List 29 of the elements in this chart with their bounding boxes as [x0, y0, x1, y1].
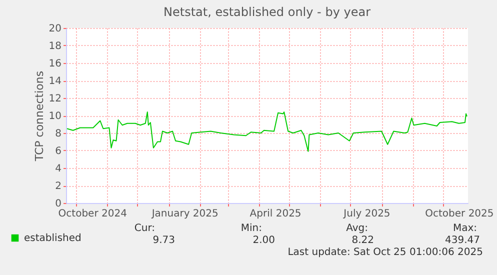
line-series: [66, 112, 468, 152]
y-tick-label: 20: [48, 24, 62, 34]
x-tick-label: October 2025: [425, 208, 494, 220]
text: 9.73: [152, 235, 175, 246]
y-tick-label: 14: [48, 76, 62, 87]
x-tick-label: October 2024: [58, 208, 127, 220]
text: 8.22: [352, 235, 374, 246]
x-tick-label: April 2025: [250, 208, 302, 220]
y-tick-label: 2: [55, 181, 62, 192]
text: Max:: [452, 223, 477, 234]
legend-label: established: [24, 233, 82, 244]
y-tick-label: 4: [55, 164, 62, 174]
text: Last update: Sat Oct 25 01:00:06 2025: [288, 247, 483, 258]
x-tick-label: January 2025: [150, 208, 218, 220]
y-tick-label: 8: [55, 128, 62, 140]
y-tick-label: 18: [48, 41, 62, 52]
chart-title: Netstat, established only - by year: [163, 5, 371, 19]
y-tick-label: 12: [48, 94, 62, 104]
y-tick-label: 10: [48, 111, 62, 122]
y-axis-title: TCP connections: [32, 70, 46, 162]
text: Min:: [240, 223, 262, 234]
y-tick-label: 6: [55, 146, 62, 157]
x-tick-label: July 2025: [342, 208, 390, 220]
text: 2.00: [252, 235, 275, 246]
text: Avg:: [346, 223, 368, 234]
y-tick-label: 0: [55, 198, 62, 210]
y-tick-label: 16: [48, 58, 62, 70]
text: 439.47: [445, 235, 480, 246]
text: Cur:: [134, 223, 155, 234]
